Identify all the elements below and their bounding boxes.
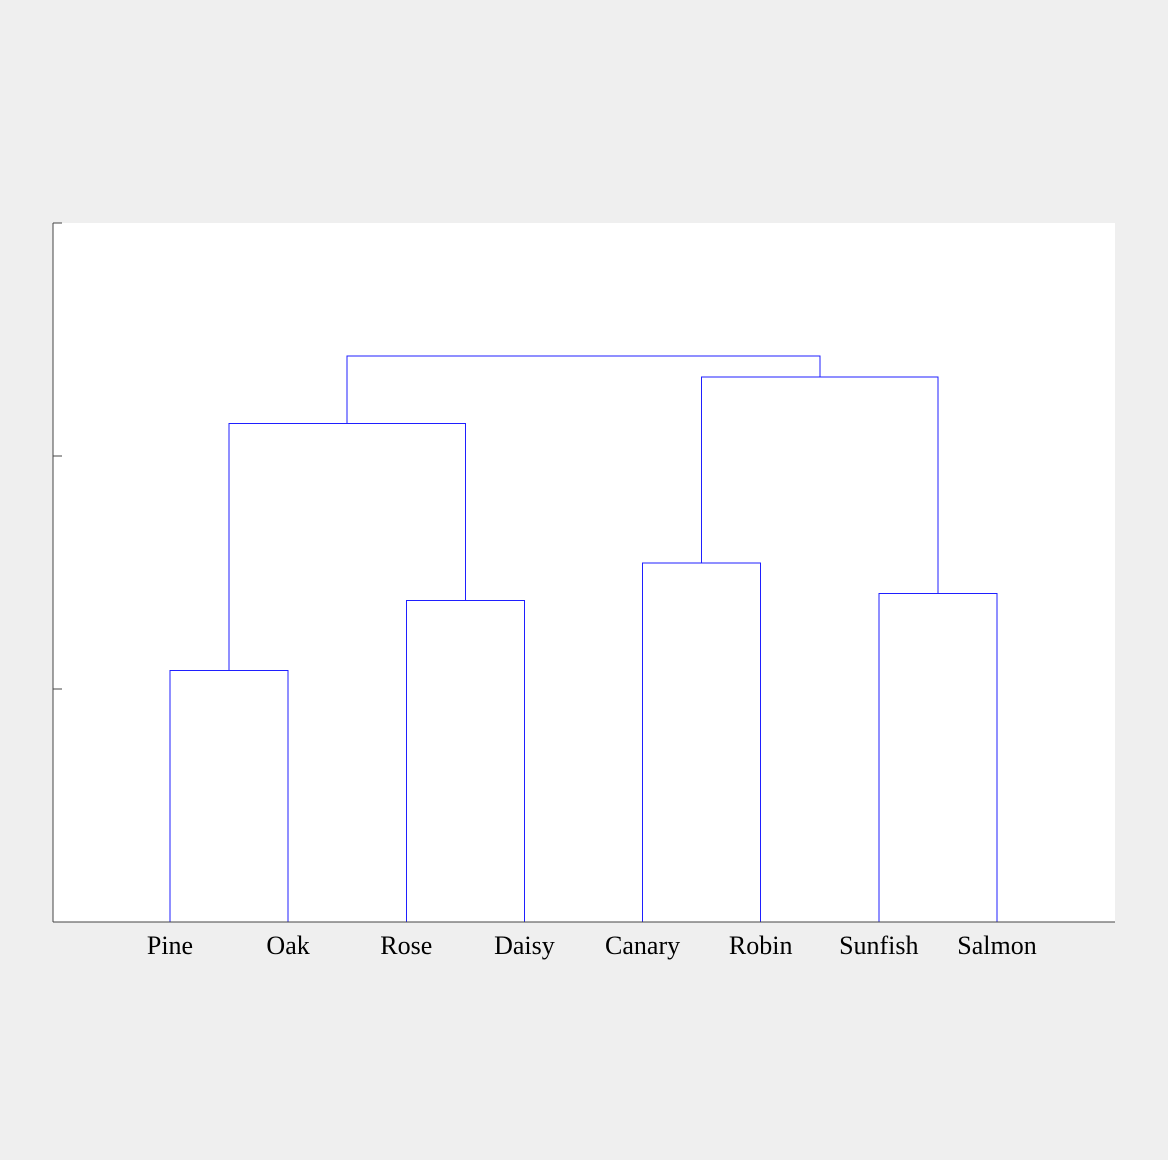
leaf-label-oak: Oak	[266, 931, 309, 960]
leaf-labels: Pine Oak Rose Daisy Canary Robin Sunfish Salmon	[147, 931, 1037, 960]
leaf-label-canary: Canary	[605, 931, 680, 960]
plot-area	[53, 223, 1115, 922]
leaf-label-rose: Rose	[380, 931, 432, 960]
axes	[52, 223, 1115, 923]
leaf-label-sunfish: Sunfish	[839, 931, 918, 960]
leaf-label-pine: Pine	[147, 931, 193, 960]
y-ticks	[53, 222, 62, 923]
dendrogram-links	[169, 355, 998, 922]
leaf-label-salmon: Salmon	[957, 931, 1036, 960]
leaf-label-robin: Robin	[729, 931, 793, 960]
leaf-label-daisy: Daisy	[494, 931, 555, 960]
link-c7	[346, 355, 821, 424]
